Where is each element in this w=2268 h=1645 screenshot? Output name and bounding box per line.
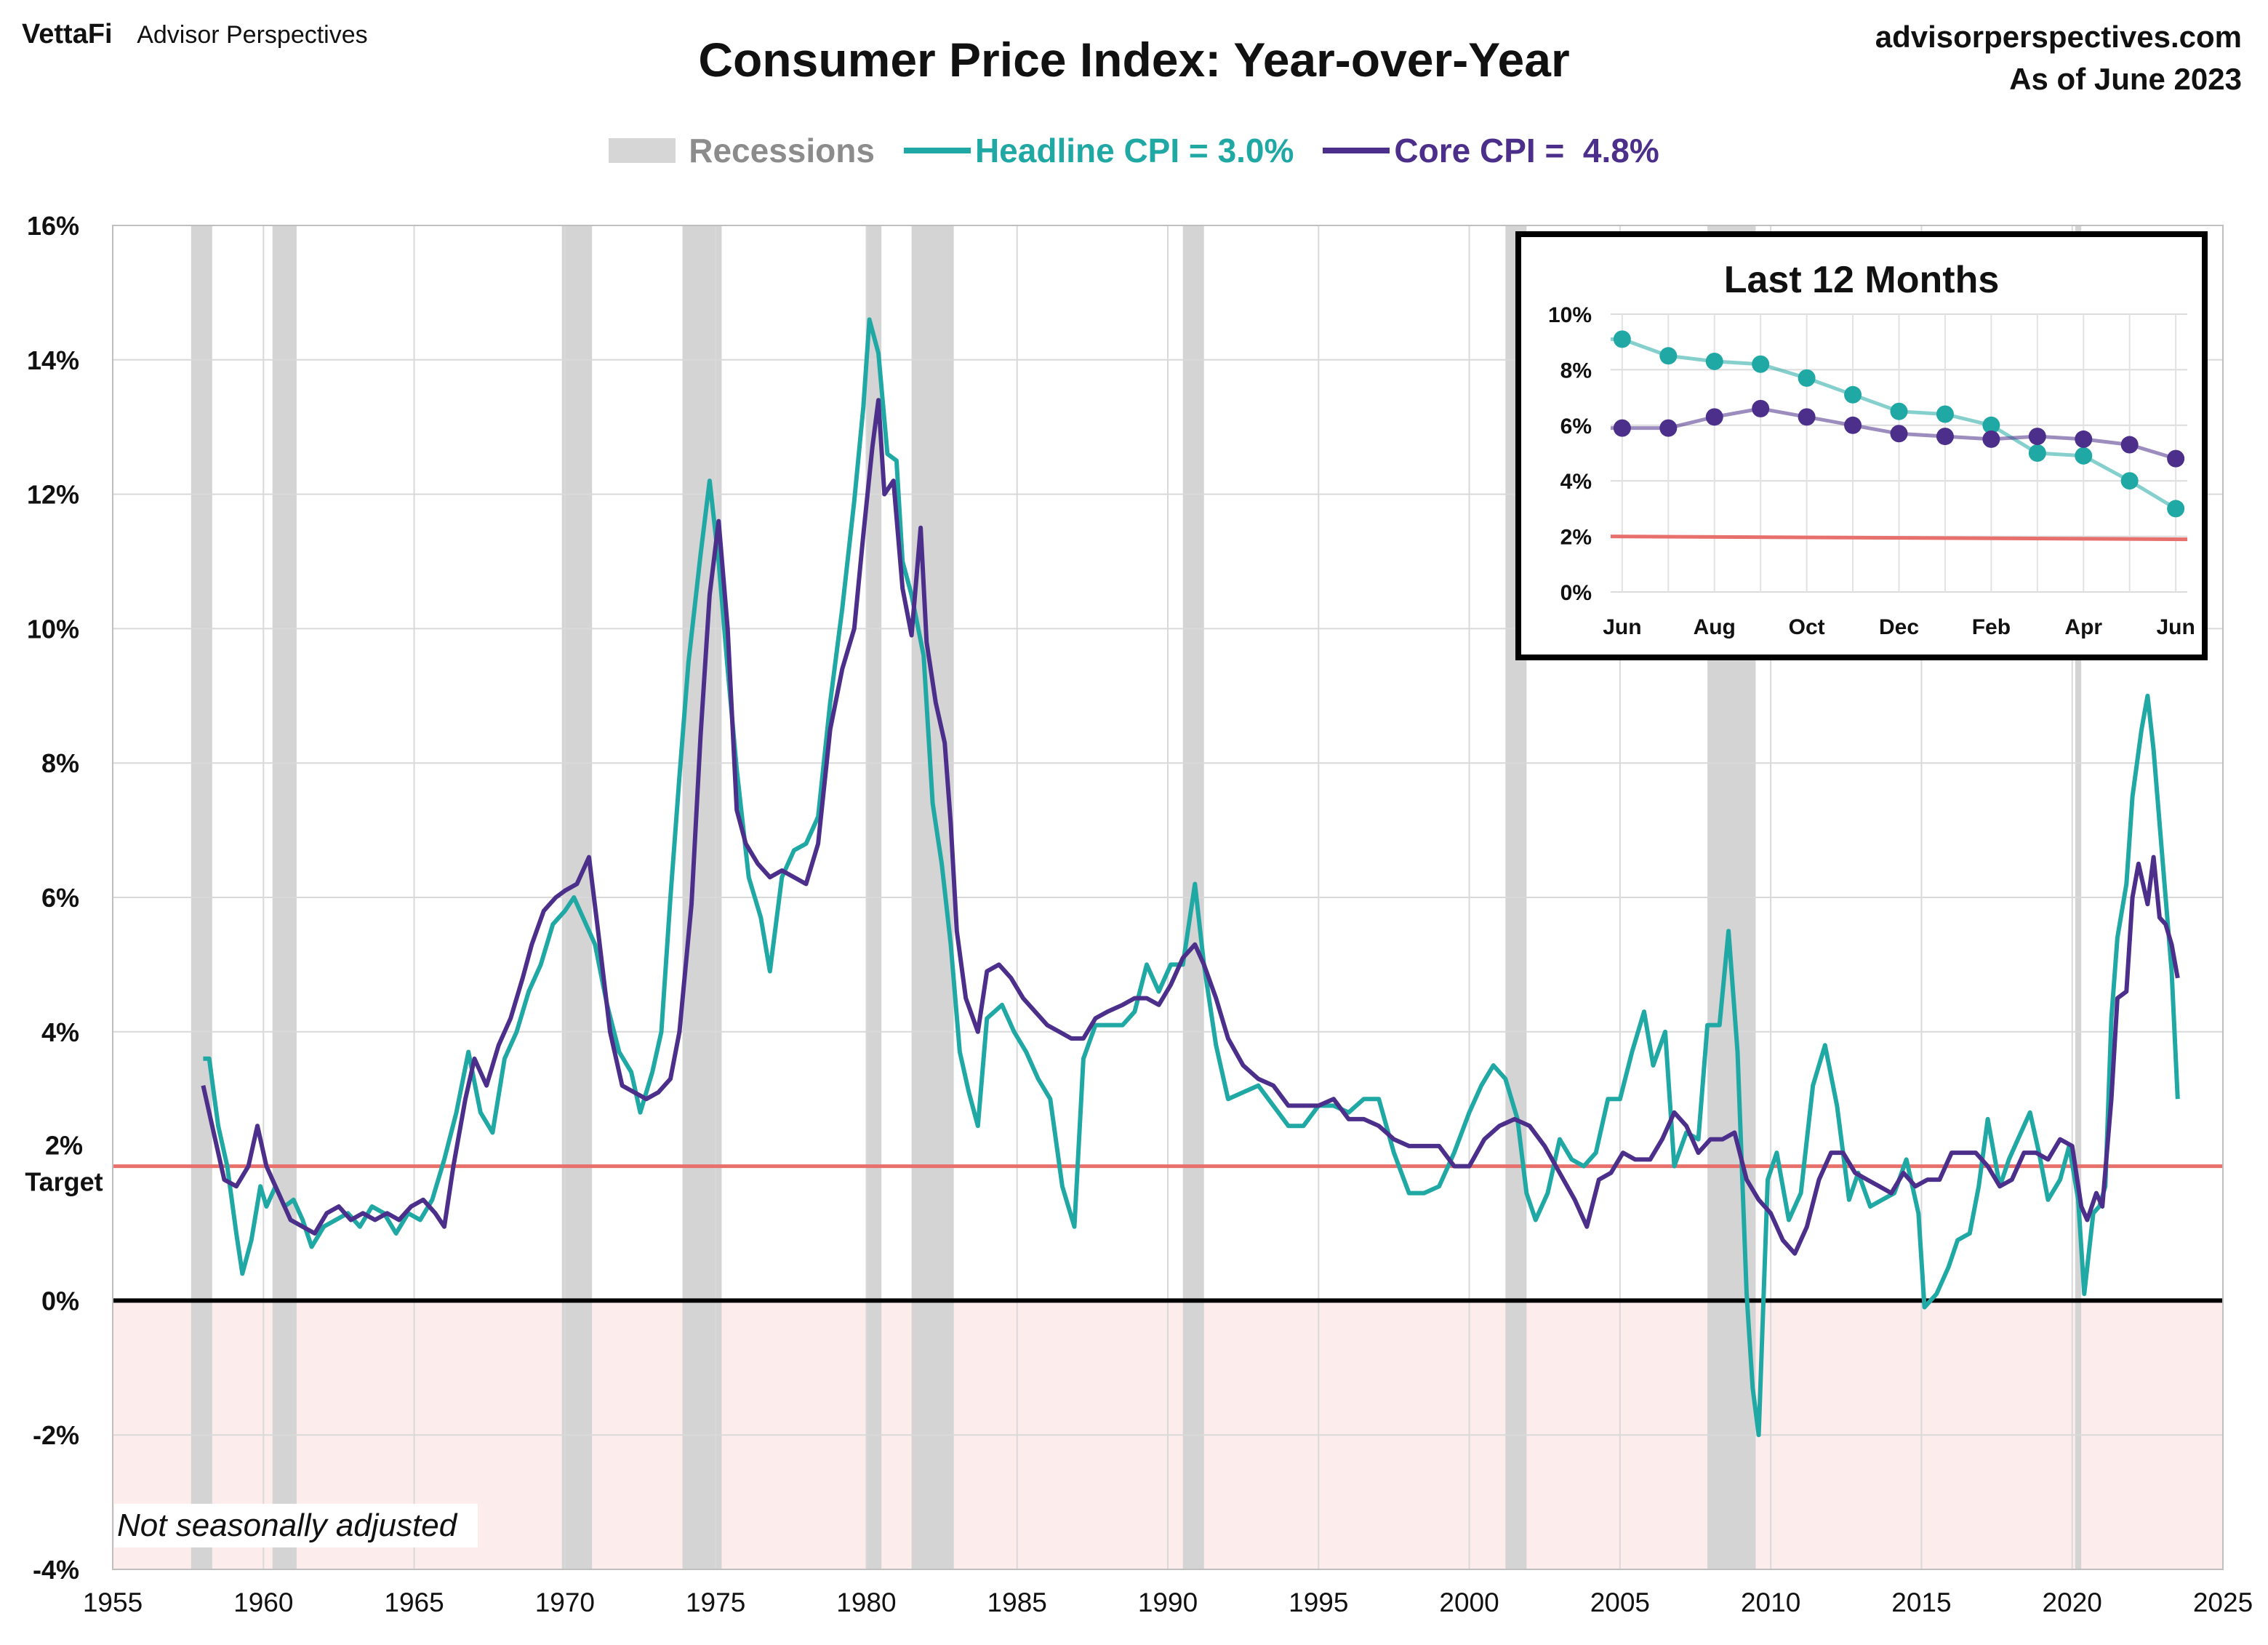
x-tick-label: 1975 (686, 1588, 745, 1617)
inset-point-headline (2028, 444, 2046, 462)
inset-point-headline (1982, 416, 2000, 434)
legend-headline-swatch (903, 148, 971, 153)
inset-point-headline (1798, 369, 1816, 387)
legend-recessions: Recessions (609, 131, 875, 170)
inset-target-line (1610, 535, 2188, 542)
plot-frame (112, 225, 2224, 1570)
target-text-label: Target (25, 1167, 103, 1197)
inset-point-core (1613, 419, 1631, 437)
legend-headline: Headline CPI = 3.0% (903, 131, 1294, 170)
inset-point-core (2120, 436, 2139, 454)
inset-point-core (1798, 408, 1816, 426)
y-tick-label: -2% (33, 1420, 79, 1450)
inset-point-core (1752, 399, 1770, 417)
inset-y-tick-label: 0% (1560, 581, 1592, 605)
x-tick-label: 2000 (1439, 1588, 1499, 1617)
inset-x-tick-label: Dec (1879, 615, 1919, 639)
inset-point-headline (1936, 405, 1954, 423)
inset-frame (1515, 231, 2208, 660)
inset-x-tick-label: Apr (2064, 615, 2102, 639)
legend: Recessions Headline CPI = 3.0% Core CPI … (0, 131, 2268, 170)
x-tick-label: 2025 (2193, 1588, 2253, 1617)
inset-point-core (1982, 430, 2000, 448)
x-tick-label: 2010 (1741, 1588, 1800, 1617)
legend-headline-label: Headline CPI = 3.0% (974, 132, 1294, 169)
inset-point-headline (1890, 402, 1908, 420)
x-tick-label: 1990 (1138, 1588, 1198, 1617)
inset-y-tick-label: 8% (1560, 359, 1592, 383)
inset-point-headline (1752, 355, 1770, 373)
x-tick-label: 1965 (384, 1588, 444, 1617)
inset-point-core (1844, 416, 1862, 434)
inset-title: Last 12 Months (1724, 259, 2000, 301)
inset-y-tick-label: 4% (1560, 470, 1592, 494)
y-tick-label: 10% (27, 614, 79, 644)
inset-x-tick-label: Feb (1972, 615, 2011, 639)
inset-x-tick-label: Oct (1789, 615, 1825, 639)
note-background (114, 1503, 478, 1548)
inset-point-core (1705, 408, 1723, 426)
x-tick-label: 2005 (1590, 1588, 1650, 1617)
inset-point-headline (1705, 352, 1723, 370)
as-of-date: As of June 2023 (2009, 62, 2242, 96)
inset-point-headline (1844, 385, 1862, 404)
chart-title: Consumer Price Index: Year-over-Year (698, 33, 1570, 87)
inset-point-core (2167, 449, 2185, 468)
site-url: advisorperspectives.com (1875, 20, 2242, 54)
x-tick-label: 2015 (1891, 1588, 1951, 1617)
x-tick-label: 1985 (987, 1588, 1047, 1617)
inset-point-headline (1659, 347, 1678, 365)
y-tick-label: 14% (27, 345, 79, 375)
x-tick-label: 2020 (2043, 1588, 2102, 1617)
y-tick-label: 16% (27, 211, 79, 241)
legend-core-label: Core CPI = 4.8% (1394, 132, 1659, 169)
legend-recessions-swatch (609, 138, 676, 163)
y-tick-label: 12% (27, 480, 79, 510)
inset-point-headline (2167, 500, 2185, 518)
y-tick-label: 4% (41, 1017, 79, 1047)
legend-core: Core CPI = 4.8% (1323, 131, 1659, 170)
x-tick-label: 1955 (83, 1588, 143, 1617)
x-tick-label: 1980 (836, 1588, 896, 1617)
inset-point-core (1890, 425, 1908, 443)
target-value-label: 2% (45, 1131, 83, 1161)
inset-panel: Last 12 Months 0% 2% 4% 6% 8% 10% Jun Aug Oct Dec F… (1515, 231, 2208, 660)
brand-sub: Advisor Perspectives (137, 21, 368, 49)
y-tick-label: 6% (41, 883, 79, 913)
series-line-headline (203, 317, 2180, 1438)
brand: VettaFi Advisor Perspectives (22, 19, 368, 50)
inset-point-core (2028, 428, 2046, 446)
x-tick-label: 1960 (233, 1588, 293, 1617)
inset-point-core (2075, 430, 2093, 448)
inset-x-tick-label: Jun (2156, 615, 2195, 639)
inset-y-tick-label: 2% (1560, 526, 1592, 550)
inset-point-core (1659, 419, 1678, 437)
inset-y-tick-label: 6% (1560, 415, 1592, 439)
legend-recessions-label: Recessions (689, 132, 875, 169)
y-tick-label: -4% (33, 1555, 79, 1585)
y-tick-label: 0% (41, 1286, 79, 1316)
y-tick-label: 8% (41, 748, 79, 778)
series-line-core (201, 398, 2180, 1256)
inset-point-core (1936, 428, 1954, 446)
brand-logo: VettaFi (22, 19, 113, 49)
legend-core-swatch (1323, 148, 1390, 153)
inset-x-tick-label: Jun (1603, 615, 1641, 639)
inset-point-headline (2120, 472, 2139, 490)
x-tick-label: 1995 (1289, 1588, 1348, 1617)
x-tick-label: 1970 (535, 1588, 595, 1617)
inset-x-tick-label: Aug (1694, 615, 1736, 639)
inset-y-tick-label: 10% (1548, 303, 1592, 327)
inset-point-headline (2075, 447, 2093, 465)
source-block: advisorperspectives.com As of June 2023 (1875, 16, 2242, 100)
inset-point-headline (1613, 330, 1631, 348)
note-text: Not seasonally adjusted (117, 1508, 458, 1543)
